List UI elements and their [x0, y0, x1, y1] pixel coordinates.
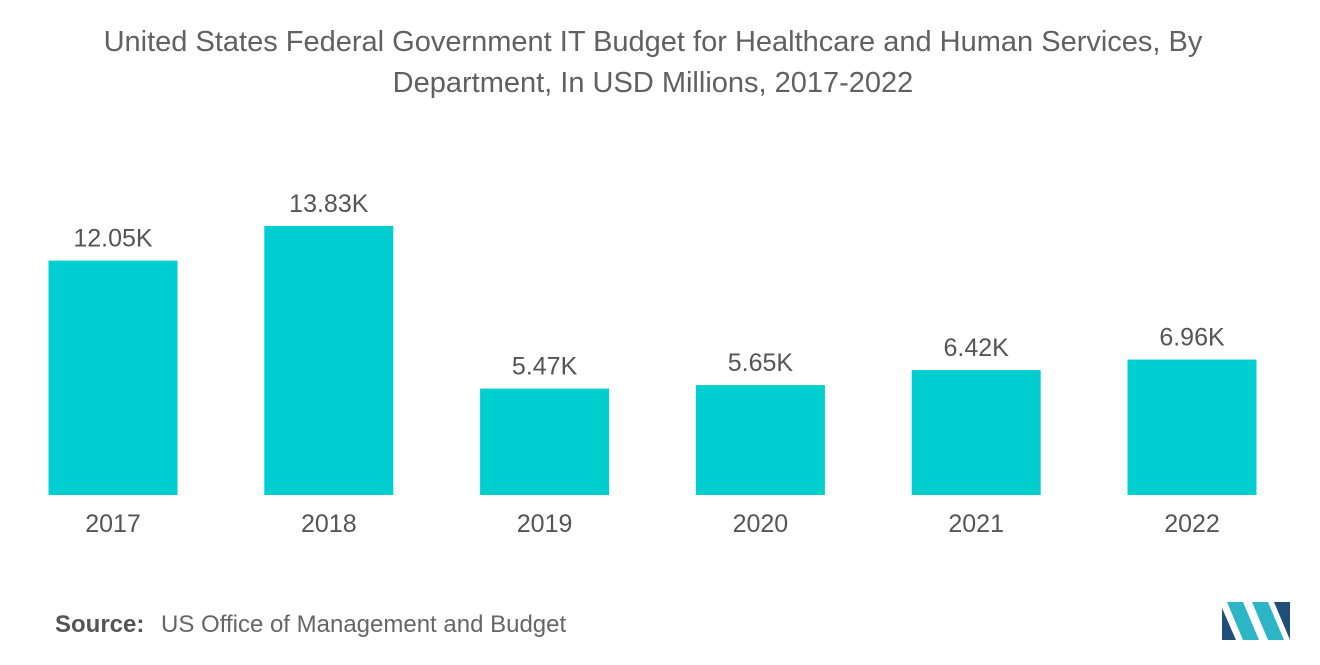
brand-logo-icon — [1222, 602, 1290, 640]
source-note: Source: US Office of Management and Budg… — [55, 611, 566, 639]
x-tick-label-2018: 2018 — [301, 510, 357, 538]
data-label-2022: 6.96K — [1159, 324, 1225, 352]
x-tick-label-2021: 2021 — [948, 510, 1004, 538]
bar-2022 — [1127, 359, 1257, 495]
x-tick-label-2019: 2019 — [517, 510, 573, 538]
source-label: Source: — [55, 611, 145, 638]
data-label-2019: 5.47K — [512, 353, 578, 381]
data-label-2017: 12.05K — [73, 225, 153, 253]
chart-title: United States Federal Government IT Budg… — [0, 22, 1306, 104]
bar-2020 — [695, 385, 825, 495]
x-tick-label-2020: 2020 — [733, 510, 789, 538]
bar-2018 — [264, 226, 394, 495]
data-label-2018: 13.83K — [289, 190, 369, 218]
x-tick-label-2022: 2022 — [1164, 510, 1220, 538]
logo-shape-3 — [1252, 602, 1284, 640]
x-tick-label-2017: 2017 — [85, 510, 141, 538]
chart-title-line-2: Department, In USD Millions, 2017-2022 — [392, 67, 914, 99]
bar-2021 — [911, 370, 1041, 495]
logo-shape-2 — [1227, 602, 1259, 640]
source-text: US Office of Management and Budget — [161, 611, 567, 638]
logo-shape-4 — [1274, 602, 1290, 640]
chart-title-line-1: United States Federal Government IT Budg… — [103, 26, 1203, 58]
logo-shape-1 — [1222, 608, 1236, 640]
data-label-2020: 5.65K — [728, 349, 794, 377]
bar-chart: 12.05K 2017 13.83K 2018 5.47K 2019 5.65K 2020 6.… — [48, 190, 1257, 538]
bar-2017 — [48, 260, 178, 495]
data-label-2021: 6.42K — [944, 334, 1010, 362]
bar-2019 — [480, 388, 610, 495]
